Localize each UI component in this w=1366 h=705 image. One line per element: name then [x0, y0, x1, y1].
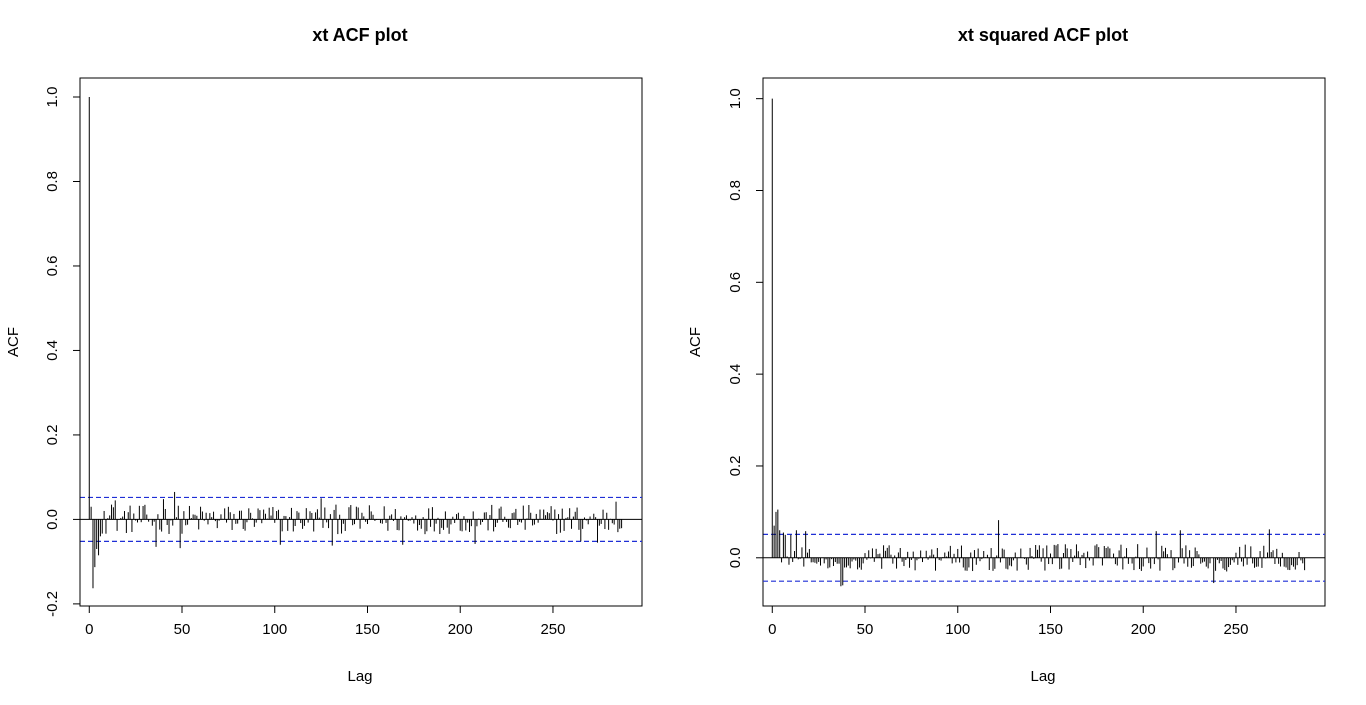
plot-frame — [79, 77, 643, 607]
bars — [80, 97, 642, 589]
y-tick-label: 1.0 — [44, 87, 61, 108]
x-tick-label: 200 — [1131, 621, 1156, 638]
x-axis-label: Lag — [1030, 668, 1055, 685]
y-axis-label: ACF — [687, 327, 704, 357]
x-tick-label: 50 — [857, 621, 874, 638]
x-tick-label: 200 — [448, 621, 473, 638]
axes: 0 50 100 150 200 250 0.0 0.2 0.4 0.6 0.8 1.0 — [727, 88, 1248, 638]
y-tick-label: 0.0 — [727, 547, 744, 568]
x-tick-label: 100 — [945, 621, 970, 638]
y-tick-label: 0.2 — [727, 456, 744, 477]
xt-acf-panel: xt ACF plot Lag ACF 0 50 100 150 200 250-0.20… — [5, 25, 643, 685]
y-tick-label: 1.0 — [727, 88, 744, 109]
y-tick-label: 0.4 — [727, 364, 744, 385]
y-tick-label: -0.2 — [44, 591, 61, 617]
x-tick-label: 250 — [540, 621, 565, 638]
x-tick-label: 0 — [85, 621, 93, 638]
x-tick-label: 150 — [1038, 621, 1063, 638]
x-tick-label: 250 — [1223, 621, 1248, 638]
y-tick-label: 0.6 — [727, 272, 744, 293]
chart-title: xt ACF plot — [312, 25, 407, 45]
y-tick-label: 0.2 — [44, 424, 61, 445]
xt-squared-acf-panel: xt squared ACF plot Lag ACF 0 50 100 150 200… — [687, 25, 1326, 685]
y-tick-label: 0.0 — [44, 509, 61, 530]
x-axis-label: Lag — [347, 668, 372, 685]
y-axis-label: ACF — [5, 327, 22, 357]
x-tick-label: 50 — [174, 621, 191, 638]
y-tick-label: 0.6 — [44, 256, 61, 277]
y-tick-label: 0.4 — [44, 340, 61, 361]
x-tick-label: 100 — [262, 621, 287, 638]
chart-title: xt squared ACF plot — [958, 25, 1128, 45]
x-tick-label: 0 — [768, 621, 776, 638]
plot-frame — [762, 77, 1326, 607]
axes: 0 50 100 150 200 250 -0.2 0.0 0.2 0.4 0.6 0.8 1.0 — [44, 87, 565, 638]
y-tick-label: 0.8 — [44, 171, 61, 192]
bars — [763, 98, 1325, 587]
x-tick-label: 150 — [355, 621, 380, 638]
y-tick-label: 0.8 — [727, 180, 744, 201]
